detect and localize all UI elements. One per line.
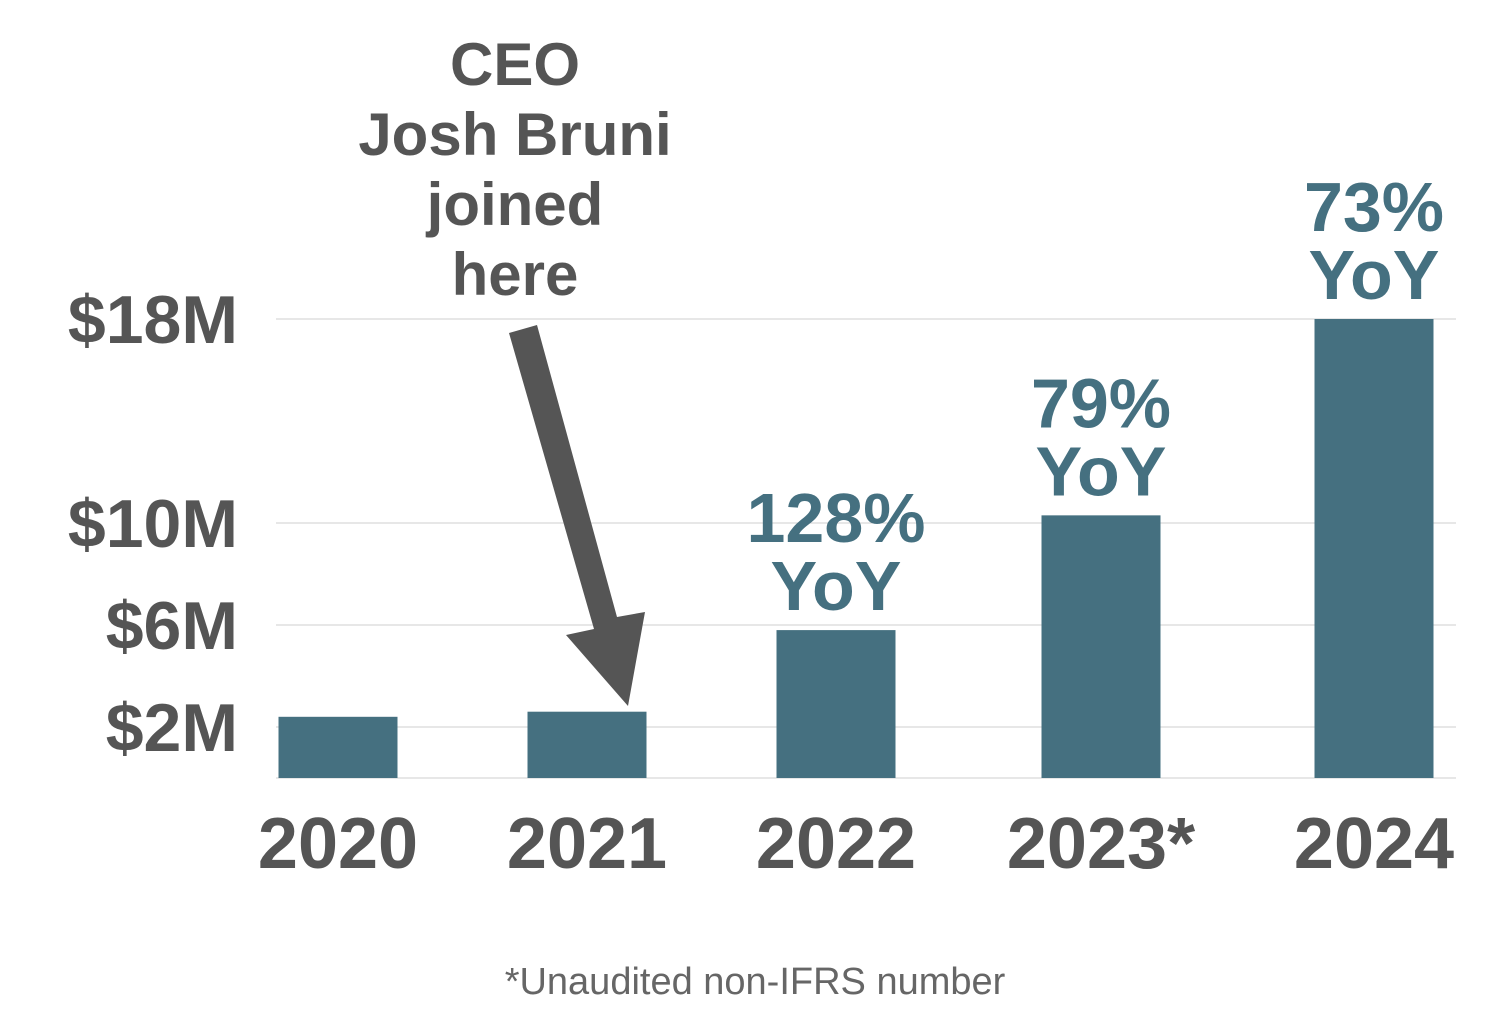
callout-text-line: Josh Bruni (358, 101, 671, 168)
y-tick-label: $6M (106, 588, 238, 664)
gridlines (276, 318, 1456, 779)
bar-2021 (527, 711, 647, 778)
y-tick-label: $18M (68, 282, 238, 358)
y-tick-label: $10M (68, 486, 238, 562)
y-tick-label: $2M (106, 690, 238, 766)
callout-arrow (509, 325, 645, 706)
yoy-label: 79% (1031, 364, 1171, 442)
yoy-label: 128% (746, 479, 925, 557)
yoy-label: YoY (771, 547, 902, 625)
bar-2020 (278, 716, 398, 778)
yoy-label: YoY (1309, 236, 1440, 314)
y-axis-ticks: $2M $6M $10M $18M (68, 282, 238, 766)
bar-2023 (1041, 515, 1161, 778)
x-tick-label: 2024 (1294, 804, 1454, 884)
callout-text-line: CEO (450, 31, 580, 98)
x-tick-label: 2023* (1007, 804, 1195, 884)
callout-text-line: here (452, 241, 579, 308)
bars (278, 319, 1434, 778)
yoy-label: 73% (1304, 168, 1444, 246)
x-tick-label: 2020 (258, 804, 418, 884)
yoy-label: YoY (1036, 432, 1167, 510)
callout-text-line: joined (426, 171, 604, 238)
x-axis-ticks: 2020 2021 2022 2023* 2024 (258, 804, 1454, 884)
footnote: *Unaudited non-IFRS number (505, 961, 1006, 1003)
bar-2024 (1314, 319, 1434, 778)
bar-2022 (776, 630, 896, 778)
x-tick-label: 2021 (507, 804, 667, 884)
x-tick-label: 2022 (756, 804, 916, 884)
